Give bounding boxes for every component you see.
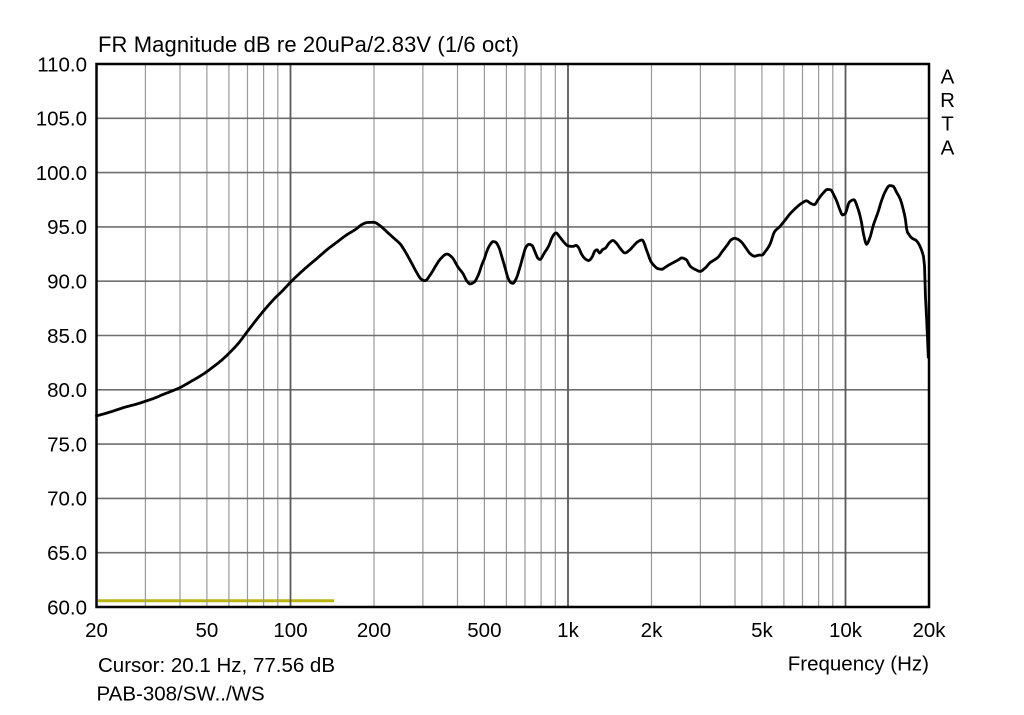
svg-text:110.0: 110.0 bbox=[37, 53, 87, 76]
svg-text:75.0: 75.0 bbox=[47, 433, 87, 456]
svg-text:90.0: 90.0 bbox=[47, 271, 87, 294]
svg-text:60.0: 60.0 bbox=[47, 596, 87, 619]
svg-text:A: A bbox=[941, 137, 955, 160]
svg-text:105.0: 105.0 bbox=[36, 108, 87, 131]
svg-text:100.0: 100.0 bbox=[36, 162, 87, 185]
svg-text:20k: 20k bbox=[912, 619, 946, 642]
svg-text:R: R bbox=[940, 89, 955, 112]
svg-text:70.0: 70.0 bbox=[47, 488, 87, 511]
svg-text:Cursor: 20.1 Hz, 77.56 dB: Cursor: 20.1 Hz, 77.56 dB bbox=[98, 654, 335, 677]
svg-text:500: 500 bbox=[467, 619, 501, 642]
svg-text:50: 50 bbox=[195, 619, 218, 642]
svg-text:20: 20 bbox=[85, 619, 108, 642]
svg-text:100: 100 bbox=[273, 619, 307, 642]
svg-text:200: 200 bbox=[357, 619, 391, 642]
svg-text:T: T bbox=[941, 112, 954, 135]
svg-text:2k: 2k bbox=[641, 619, 663, 642]
svg-text:5k: 5k bbox=[751, 619, 773, 642]
svg-text:FR Magnitude dB re 20uPa/2.83V: FR Magnitude dB re 20uPa/2.83V (1/6 oct) bbox=[98, 32, 519, 57]
svg-text:85.0: 85.0 bbox=[47, 325, 87, 348]
svg-text:95.0: 95.0 bbox=[47, 216, 87, 239]
svg-text:Frequency (Hz): Frequency (Hz) bbox=[788, 653, 929, 676]
svg-text:PAB-308/SW../WS: PAB-308/SW../WS bbox=[97, 683, 265, 706]
svg-text:A: A bbox=[941, 65, 955, 88]
svg-text:1k: 1k bbox=[557, 619, 579, 642]
svg-text:65.0: 65.0 bbox=[47, 542, 87, 565]
svg-text:80.0: 80.0 bbox=[47, 379, 87, 402]
svg-text:10k: 10k bbox=[829, 619, 863, 642]
